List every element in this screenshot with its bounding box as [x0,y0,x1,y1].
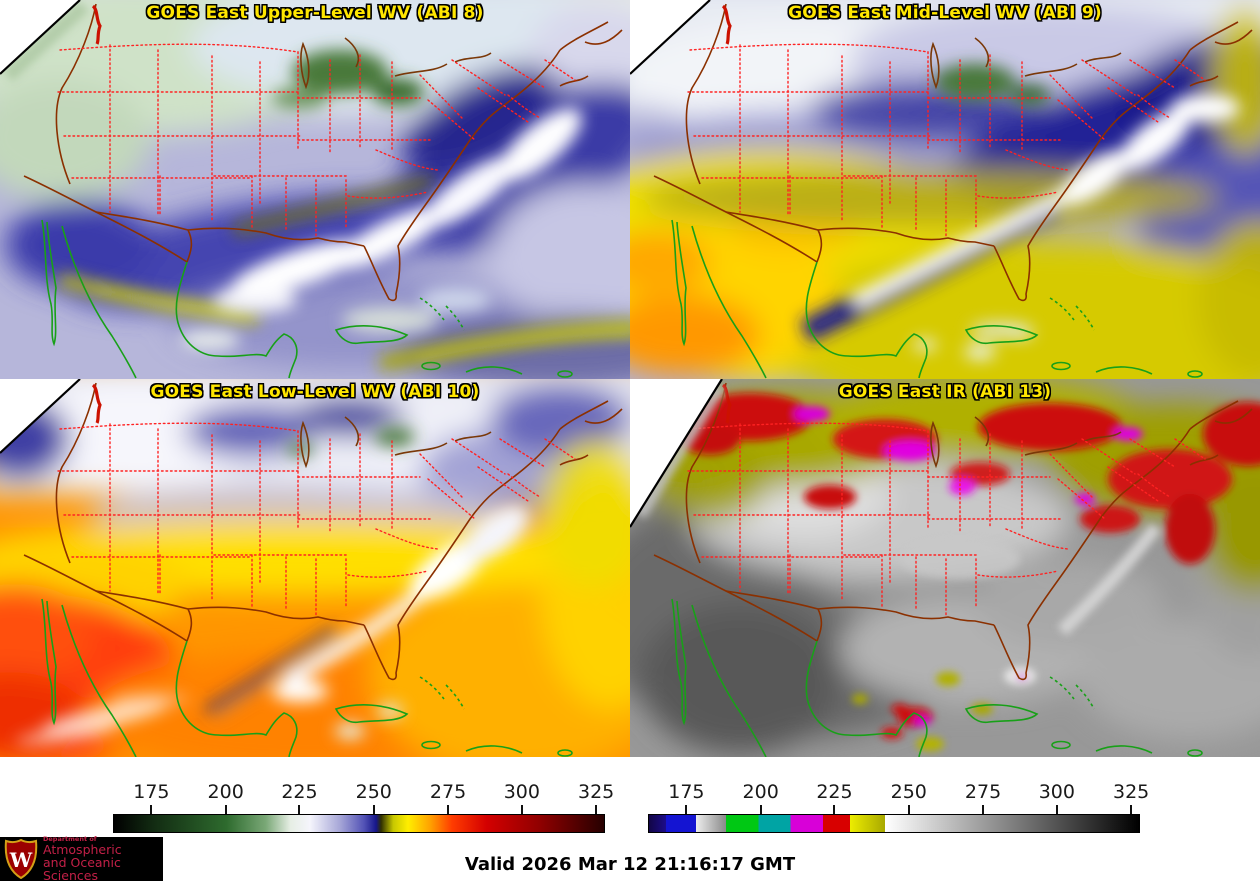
logo-line-atmospheric: Atmospheric [43,841,122,857]
colorbar-ir-tick-marks [648,802,1140,814]
colorbar-wv-gradient [113,814,605,833]
tick-label: 300 [503,781,540,803]
panel-ir: GOES East IR (ABI 13) [630,379,1260,757]
colorbar-ir: 175 200 225 250 275 300 325 [648,781,1149,835]
panel-mid-level-wv: GOES East Mid-Level WV (ABI 9) [630,0,1260,379]
tick-label: 225 [816,781,853,803]
uw-aos-logo: W Department of Atmospheric and Oceanic … [0,836,163,881]
tick-label: 200 [742,781,779,803]
panel-title-abi9: GOES East Mid-Level WV (ABI 9) [788,3,1102,23]
logo-line-oceanic: and Oceanic Sciences [43,854,121,881]
panel-title-abi13: GOES East IR (ABI 13) [838,382,1052,402]
colorbar-ir-tick-labels: 175 200 225 250 275 300 325 [648,781,1149,803]
tick-label: 225 [281,781,318,803]
tick-label: 250 [355,781,392,803]
ir-image [630,379,1260,757]
tick-label: 200 [207,781,244,803]
mid-level-wv-image [630,0,1260,379]
panel-title-abi10: GOES East Low-Level WV (ABI 10) [150,382,480,402]
logo-dept-line: Department of [43,835,97,844]
panel-upper-level-wv: GOES East Upper-Level WV (ABI 8) [0,0,630,379]
tick-label: 250 [890,781,927,803]
tick-label: 325 [1113,781,1150,803]
tick-label: 275 [964,781,1002,803]
colorbar-wv-tick-marks [113,802,605,814]
low-level-wv-image [0,379,630,757]
tick-label: 175 [133,781,170,803]
panel-grid: GOES East Upper-Level WV (ABI 8) [0,0,1260,757]
tick-label: 300 [1038,781,1075,803]
panel-low-level-wv: GOES East Low-Level WV (ABI 10) [0,379,630,757]
upper-level-wv-image [0,0,630,379]
colorbar-ir-gradient [648,814,1140,833]
colorbar-wv-tick-labels: 175 200 225 250 275 300 325 [113,781,614,803]
tick-label: 275 [429,781,467,803]
colorbar-wv: 175 200 225 250 275 300 325 [113,781,614,835]
tick-label: 325 [578,781,615,803]
tick-label: 175 [668,781,705,803]
crest-letter: W [9,848,33,872]
uw-crest-icon: W [4,839,38,879]
panel-title-abi8: GOES East Upper-Level WV (ABI 8) [146,3,484,23]
valid-time-label: Valid 2026 Mar 12 21:16:17 GMT [464,854,796,875]
logo-text: Department of Atmospheric and Oceanic Sc… [43,836,163,881]
